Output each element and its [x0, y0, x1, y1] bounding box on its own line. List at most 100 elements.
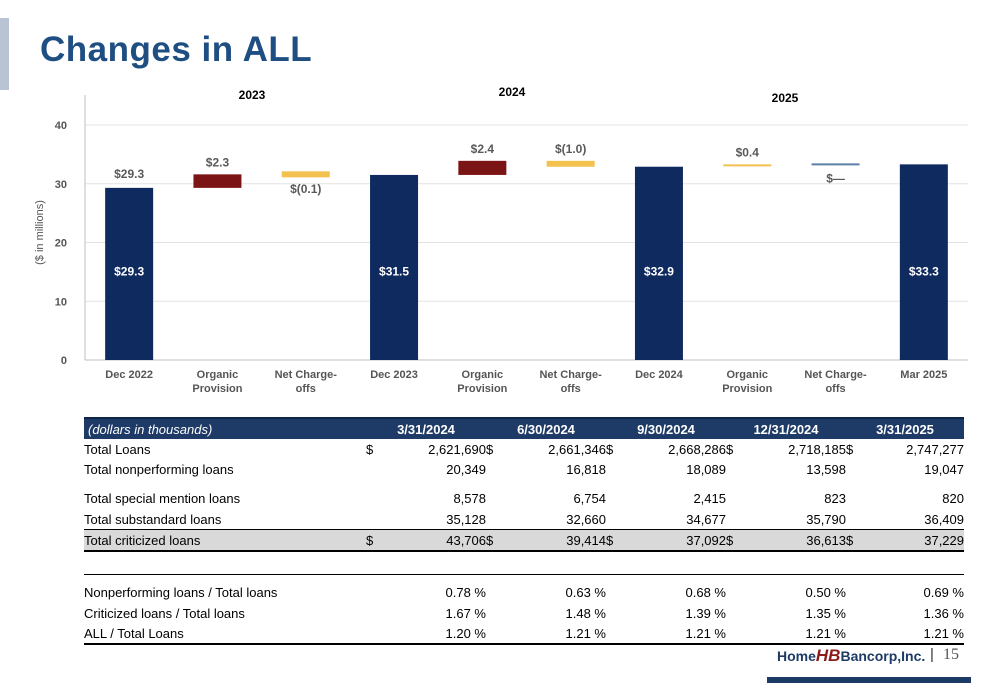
table-cell: 36,409 — [864, 509, 964, 530]
year-label: 2023 — [239, 88, 266, 102]
table-cell: 19,047 — [924, 461, 964, 477]
page-number: 15 — [943, 646, 959, 663]
total-bar — [899, 164, 948, 360]
x-tick-label: Organic Provision — [192, 369, 242, 395]
currency-symbol: $ — [846, 441, 854, 457]
bar-top-label: $— — [826, 171, 845, 185]
table-cell: 2,718,185 — [788, 441, 846, 457]
table-cell: 2,415 — [693, 490, 726, 506]
x-tick-label: Net Charge-offs — [539, 369, 602, 395]
company-logo: HomeHBBancorp,Inc. — [777, 646, 925, 666]
currency-symbol: $ — [366, 441, 374, 457]
bar-top-label: $0.4 — [736, 145, 760, 159]
table-row: Total Loans $ 2,621,690 $ 2,661,346 $ 2,… — [84, 439, 964, 459]
y-tick-label: 40 — [55, 120, 67, 132]
table-row: ALL / Total Loans 1.20 % 1.21 % 1.21 % 1… — [84, 623, 964, 645]
bar-inner-label: $31.5 — [379, 264, 409, 278]
table-cell: 823 — [824, 490, 846, 506]
row-label: Total substandard loans — [84, 509, 366, 530]
total-bar — [105, 187, 154, 360]
table-cell: 6,754 — [573, 490, 606, 506]
x-tick-label-line: Mar 2025 — [900, 369, 947, 381]
footer-separator: | — [930, 646, 934, 663]
x-tick-label: Dec 2024 — [635, 369, 684, 381]
page-title: Changes in ALL — [40, 30, 313, 69]
x-tick-label-line: Dec 2024 — [635, 369, 684, 381]
x-tick-label-line: Organic — [197, 369, 239, 381]
bar-top-label: $29.3 — [114, 167, 144, 181]
table-cell: 35,128 — [384, 509, 486, 530]
table-cell: 1.36 % — [923, 605, 964, 621]
table-cell: 36,613 — [744, 529, 846, 552]
x-tick-label-line: offs — [296, 383, 316, 395]
x-tick-label: Net Charge-offs — [275, 369, 338, 395]
table-cell: 32,660 — [504, 509, 606, 530]
x-tick-label: Dec 2023 — [370, 369, 418, 381]
table-cell: 0.69 % — [864, 574, 964, 603]
table-cell: 16,818 — [566, 461, 606, 477]
change-bar — [723, 164, 772, 167]
currency-symbol: $ — [486, 529, 504, 552]
currency-symbol: $ — [486, 441, 494, 457]
table-cell: 2,661,346 — [548, 441, 606, 457]
row-label: Total Loans — [84, 441, 151, 457]
bar-inner-label: $33.3 — [909, 264, 939, 278]
table-cell: 18,089 — [686, 461, 726, 477]
table-cell: 820 — [942, 490, 964, 506]
row-label: Criticized loans / Total loans — [84, 605, 245, 621]
x-tick-label: Organic Provision — [457, 369, 507, 395]
x-tick-label-line: offs — [561, 383, 581, 395]
table-row: Total substandard loans 35,128 32,660 34… — [84, 509, 964, 530]
table-cell: 2,668,286 — [668, 441, 726, 457]
bar-inner-label: $29.3 — [114, 264, 144, 278]
table-cell: 8,578 — [453, 490, 486, 506]
x-tick-label-line: Net Charge- — [539, 369, 602, 381]
table-header-date: 3/31/2025 — [876, 421, 934, 437]
table-header-units: (dollars in thousands) — [88, 421, 213, 437]
table-header-date: 9/30/2024 — [637, 421, 695, 437]
table-header-date: 6/30/2024 — [517, 421, 575, 437]
y-tick-label: 0 — [61, 355, 67, 367]
x-tick-label-line: Organic — [726, 369, 768, 381]
row-label: Total special mention loans — [84, 490, 241, 506]
change-bar — [458, 160, 507, 175]
currency-symbol: $ — [606, 441, 614, 457]
x-tick-label-line: Net Charge- — [275, 369, 338, 381]
x-tick-label-line: Provision — [722, 383, 772, 395]
table-cell: 13,598 — [806, 461, 846, 477]
table-header-date: 3/31/2024 — [397, 421, 455, 437]
total-bar — [370, 174, 419, 360]
footer-bar — [767, 677, 971, 683]
currency-symbol: $ — [846, 529, 864, 552]
y-tick-label: 20 — [55, 238, 67, 250]
table-spacer — [84, 551, 964, 575]
table-cell: 1.21 % — [624, 623, 726, 645]
row-label: Total nonperforming loans — [84, 461, 234, 477]
table-cell: 37,229 — [864, 529, 964, 552]
bar-top-label: $(0.1) — [290, 182, 321, 196]
table-cell: 39,414 — [504, 529, 606, 552]
bar-inner-label: $32.9 — [644, 264, 674, 278]
year-label: 2024 — [499, 85, 526, 99]
logo-rest: Bancorp,Inc. — [840, 648, 926, 664]
y-tick-label: 10 — [55, 296, 67, 308]
x-tick-label-line: Dec 2022 — [105, 369, 153, 381]
x-tick-label-line: Organic — [462, 369, 504, 381]
y-tick-label: 30 — [55, 179, 67, 191]
bar-top-label: $(1.0) — [555, 142, 586, 156]
table-cell: 37,092 — [624, 529, 726, 552]
table-cell: 1.48 % — [565, 605, 606, 621]
change-bar — [811, 163, 860, 166]
loan-quality-table: (dollars in thousands) 3/31/2024 6/30/20… — [84, 417, 964, 645]
y-axis-label: ($ in millions) — [34, 200, 46, 265]
table-cell: 1.21 % — [504, 623, 606, 645]
x-tick-label-line: offs — [825, 383, 845, 395]
table-row: Nonperforming loans / Total loans 0.78 %… — [84, 574, 964, 603]
logo-home: Home — [777, 648, 816, 664]
table-cell: 2,747,277 — [906, 441, 964, 457]
x-tick-label: Mar 2025 — [900, 369, 947, 381]
table-cell: 1.67 % — [445, 605, 486, 621]
table-cell: 0.68 % — [624, 574, 726, 603]
logo-hb-mark: HB — [815, 646, 841, 665]
total-bar — [634, 166, 683, 360]
